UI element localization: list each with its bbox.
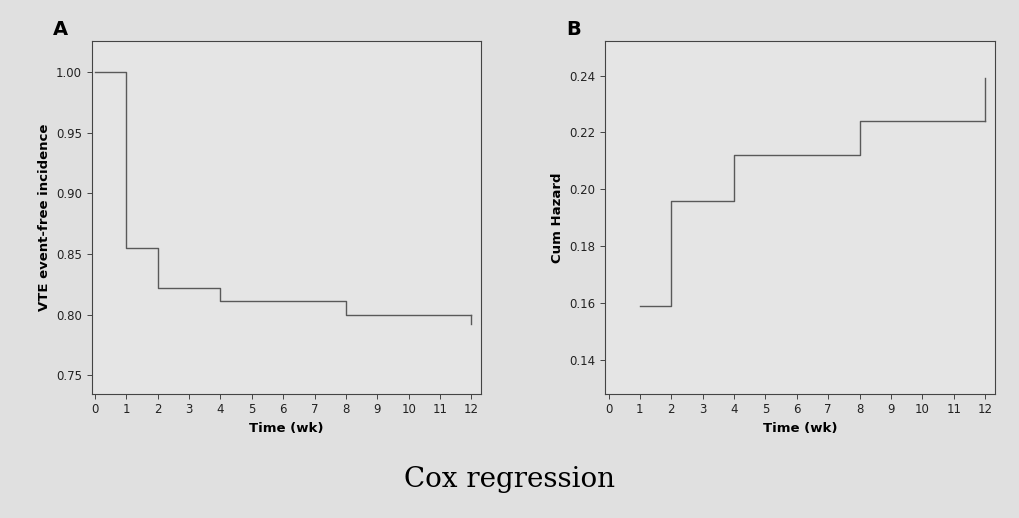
Text: Cox regression: Cox regression <box>405 466 614 493</box>
Text: A: A <box>53 20 68 39</box>
Y-axis label: VTE event-free incidence: VTE event-free incidence <box>38 124 51 311</box>
Text: B: B <box>566 20 581 39</box>
Y-axis label: Cum Hazard: Cum Hazard <box>550 172 564 263</box>
X-axis label: Time (wk): Time (wk) <box>249 422 323 435</box>
X-axis label: Time (wk): Time (wk) <box>762 422 837 435</box>
